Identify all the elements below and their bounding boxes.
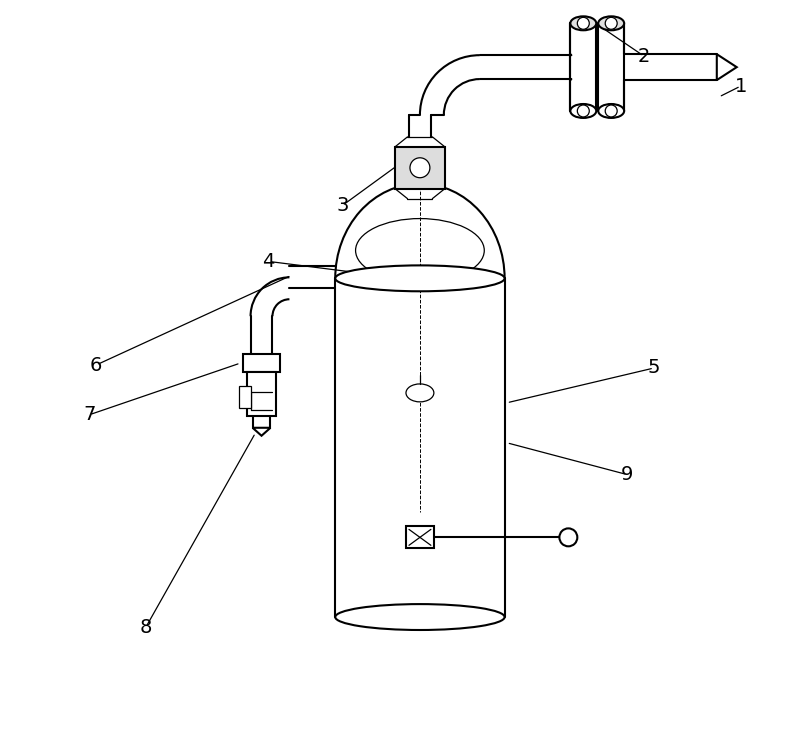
- Ellipse shape: [355, 218, 484, 282]
- Text: 7: 7: [83, 405, 95, 424]
- Ellipse shape: [598, 16, 624, 30]
- Text: 5: 5: [648, 358, 660, 377]
- Bar: [242, 354, 281, 372]
- Bar: [395, 147, 445, 188]
- Circle shape: [578, 105, 590, 117]
- Text: 4: 4: [262, 252, 274, 271]
- Ellipse shape: [598, 104, 624, 118]
- Polygon shape: [253, 428, 270, 435]
- Circle shape: [606, 105, 617, 117]
- Circle shape: [606, 18, 617, 29]
- Ellipse shape: [570, 16, 596, 30]
- Text: 8: 8: [140, 617, 152, 636]
- Text: 2: 2: [638, 47, 650, 66]
- Ellipse shape: [335, 265, 505, 291]
- Circle shape: [559, 528, 578, 546]
- Bar: [406, 526, 434, 548]
- Ellipse shape: [406, 384, 434, 402]
- Bar: [238, 386, 250, 408]
- Text: 9: 9: [621, 465, 634, 484]
- Text: 1: 1: [734, 76, 747, 95]
- Bar: [246, 372, 277, 416]
- Circle shape: [578, 18, 590, 29]
- Polygon shape: [717, 54, 737, 80]
- Circle shape: [410, 158, 430, 177]
- Ellipse shape: [570, 104, 596, 118]
- Ellipse shape: [335, 604, 505, 630]
- Text: 3: 3: [336, 196, 349, 215]
- Text: 6: 6: [90, 356, 102, 375]
